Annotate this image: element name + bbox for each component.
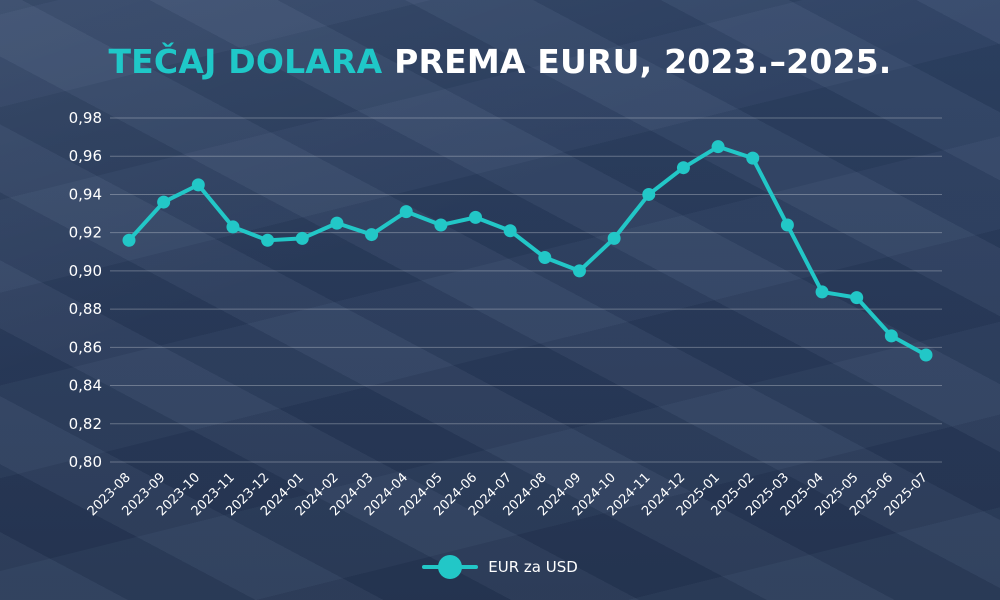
data-point	[538, 251, 552, 265]
y-tick-label: 0,96	[69, 147, 102, 165]
y-tick-label: 0,86	[69, 338, 102, 356]
y-tick-label: 0,94	[69, 185, 102, 203]
data-point	[122, 233, 136, 247]
legend-swatch-icon	[422, 555, 479, 579]
data-point	[191, 178, 205, 192]
series-points	[122, 140, 933, 362]
data-point	[815, 285, 829, 299]
data-point	[746, 151, 760, 165]
data-point	[434, 218, 448, 232]
legend: EUR za USD	[0, 555, 1000, 579]
data-point	[780, 218, 794, 232]
x-axis-ticks: 2023-082023-092023-102023-112023-122024-…	[85, 470, 931, 519]
data-point	[399, 205, 413, 219]
data-point	[919, 348, 933, 362]
data-point	[330, 216, 344, 230]
title-highlight: TEČAJ DOLARA	[108, 42, 383, 81]
series-line-eur-za-usd	[127, 144, 928, 357]
data-point	[884, 329, 898, 343]
data-point	[295, 231, 309, 245]
data-point	[607, 231, 621, 245]
y-tick-label: 0,92	[69, 224, 102, 242]
data-point	[676, 161, 690, 175]
data-point	[711, 140, 725, 154]
data-point	[365, 228, 379, 242]
y-tick-label: 0,82	[69, 415, 102, 433]
data-point	[572, 264, 586, 278]
y-tick-label: 0,88	[69, 300, 102, 318]
data-point	[850, 291, 864, 305]
y-tick-label: 0,90	[69, 262, 102, 280]
data-point	[469, 210, 483, 224]
legend-label: EUR za USD	[488, 558, 578, 576]
y-tick-label: 0,80	[69, 453, 102, 471]
data-point	[157, 195, 171, 209]
data-point	[261, 233, 275, 247]
chart-title: TEČAJ DOLARA PREMA EURU, 2023.–2025.	[0, 42, 1000, 81]
data-point	[642, 187, 656, 201]
title-rest: PREMA EURU, 2023.–2025.	[382, 42, 892, 81]
grid-lines	[110, 117, 942, 463]
y-tick-label: 0,84	[69, 377, 102, 395]
y-tick-label: 0,98	[69, 109, 102, 127]
data-point	[226, 220, 240, 234]
data-point	[503, 224, 517, 238]
y-axis-ticks: 0,98 0,96 0,94 0,92 0,90 0,88 0,86 0,84 0,82 0,80	[69, 109, 102, 471]
